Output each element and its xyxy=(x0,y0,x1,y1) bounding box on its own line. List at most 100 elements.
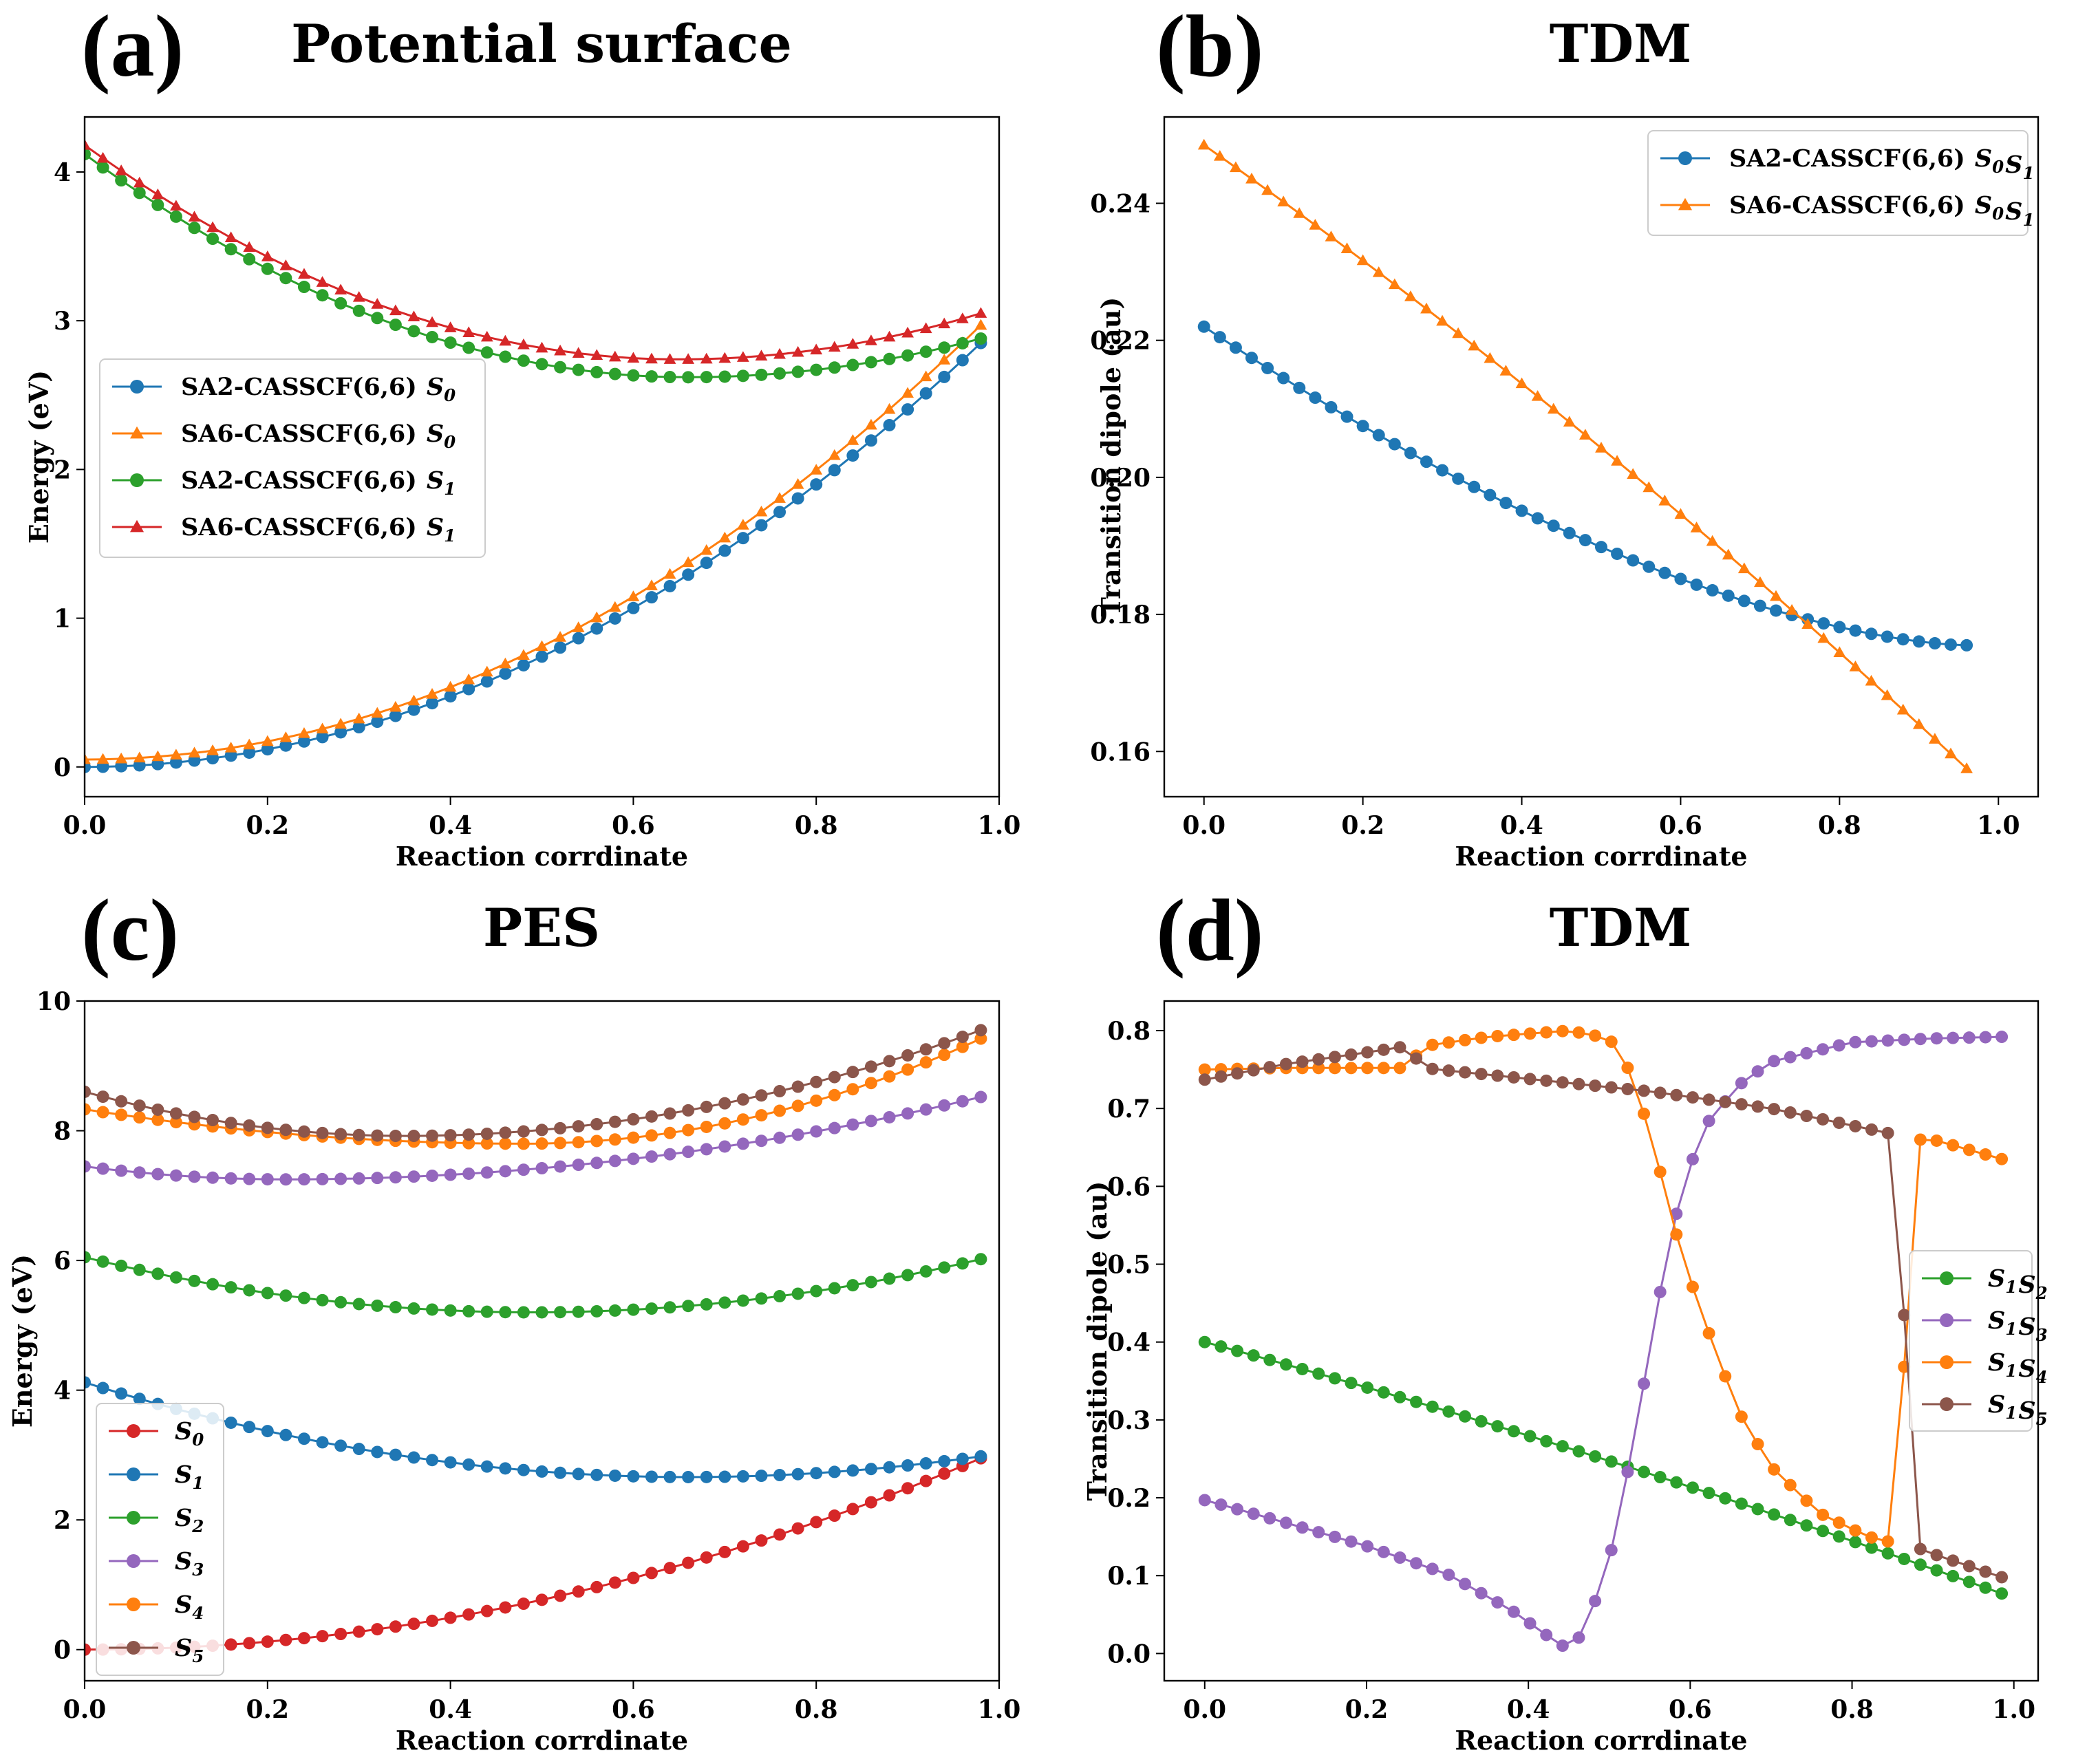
data-point xyxy=(773,1131,786,1144)
data-point xyxy=(682,353,695,364)
x-tick-label: 1.0 xyxy=(1977,811,2020,840)
data-point xyxy=(261,1287,274,1300)
data-point xyxy=(1605,1455,1618,1468)
y-tick-label: 1 xyxy=(54,605,71,634)
data-point xyxy=(444,1456,457,1469)
data-point xyxy=(352,1443,365,1456)
data-point xyxy=(1468,480,1481,493)
data-point xyxy=(682,1104,695,1117)
data-point xyxy=(1572,1445,1585,1458)
plot-area xyxy=(85,139,987,773)
data-point xyxy=(1768,1463,1781,1476)
data-point xyxy=(773,1528,786,1541)
data-point xyxy=(1393,1062,1406,1075)
data-point xyxy=(791,1522,804,1535)
series-line xyxy=(85,144,981,361)
data-point xyxy=(115,164,128,175)
data-point xyxy=(883,330,896,342)
data-point xyxy=(407,694,420,706)
data-point xyxy=(554,344,566,356)
legend-label: S3 xyxy=(175,1547,204,1580)
data-point xyxy=(864,1463,877,1476)
data-point xyxy=(444,1611,457,1624)
data-point xyxy=(554,1137,567,1150)
data-point xyxy=(169,749,182,760)
data-point xyxy=(1328,1051,1341,1064)
data-point xyxy=(1547,402,1560,414)
data-point xyxy=(956,1040,969,1053)
data-point xyxy=(773,506,786,519)
data-point xyxy=(1686,1280,1699,1293)
data-point xyxy=(1459,1033,1472,1046)
data-point xyxy=(1198,1494,1211,1507)
data-point xyxy=(316,1126,329,1139)
data-point xyxy=(572,1585,585,1598)
data-point xyxy=(480,330,493,342)
data-point xyxy=(316,1436,329,1449)
data-point xyxy=(1947,1139,1960,1152)
data-point xyxy=(682,1470,695,1483)
data-point xyxy=(1849,1119,1862,1132)
y-tick-label: 0.16 xyxy=(1090,738,1150,766)
data-point xyxy=(755,349,768,361)
data-point xyxy=(206,752,220,765)
data-point xyxy=(1340,242,1353,253)
data-point xyxy=(828,1071,841,1084)
data-point xyxy=(1947,1554,1960,1567)
data-point xyxy=(85,1251,91,1264)
data-point xyxy=(919,345,932,358)
data-point xyxy=(261,735,274,746)
data-point xyxy=(1572,1026,1585,1039)
data-point xyxy=(645,579,658,590)
legend-label: SA2-CASSCF(6,6) S0 xyxy=(181,373,456,405)
data-point xyxy=(1751,1065,1764,1078)
data-point xyxy=(298,727,310,738)
x-tick-label: 0.4 xyxy=(1500,811,1543,840)
data-point xyxy=(1768,1055,1781,1068)
data-point xyxy=(1768,1103,1781,1116)
data-point xyxy=(261,1635,274,1648)
data-point xyxy=(791,492,804,505)
data-point xyxy=(517,658,530,671)
data-point xyxy=(1642,560,1656,573)
data-point xyxy=(554,1466,567,1479)
data-point xyxy=(864,1276,877,1289)
data-point xyxy=(627,601,640,614)
data-point xyxy=(480,675,493,688)
x-tick-label: 1.0 xyxy=(978,811,1021,840)
data-point xyxy=(718,531,731,543)
data-point xyxy=(846,1464,859,1477)
data-point xyxy=(334,1439,347,1452)
data-point xyxy=(352,721,365,734)
data-point xyxy=(572,1159,585,1172)
data-point xyxy=(371,1129,384,1142)
data-point xyxy=(901,1459,914,1472)
panel-letter: (c) xyxy=(81,881,179,979)
data-point xyxy=(974,319,987,330)
data-point xyxy=(1945,747,1957,759)
data-point xyxy=(1735,1098,1748,1111)
data-point xyxy=(755,368,768,381)
data-point xyxy=(1770,604,1782,617)
data-point xyxy=(224,1281,237,1294)
data-point xyxy=(572,363,585,376)
data-point xyxy=(1507,1425,1520,1438)
data-point xyxy=(1945,638,1957,651)
data-point xyxy=(243,252,256,266)
data-point xyxy=(919,1103,932,1116)
data-point xyxy=(426,1303,439,1316)
data-point xyxy=(1595,442,1607,453)
data-point xyxy=(316,722,329,734)
data-point xyxy=(974,1253,987,1266)
data-point xyxy=(1962,1575,1976,1589)
legend-label: S5 xyxy=(175,1634,204,1666)
data-point xyxy=(1706,535,1719,546)
chart-panel-c: (c) PES 0.0 0.2 0.4 0.6 0.8 1.0 0 2 4 6 8 10 Reaction … xyxy=(7,881,1020,1756)
data-point xyxy=(151,188,164,200)
data-point xyxy=(1800,1046,1813,1060)
legend-label: S4 xyxy=(175,1591,204,1623)
legend-marker xyxy=(1678,151,1692,165)
x-tick-label: 0.0 xyxy=(1183,1695,1226,1724)
data-point xyxy=(334,1172,347,1185)
